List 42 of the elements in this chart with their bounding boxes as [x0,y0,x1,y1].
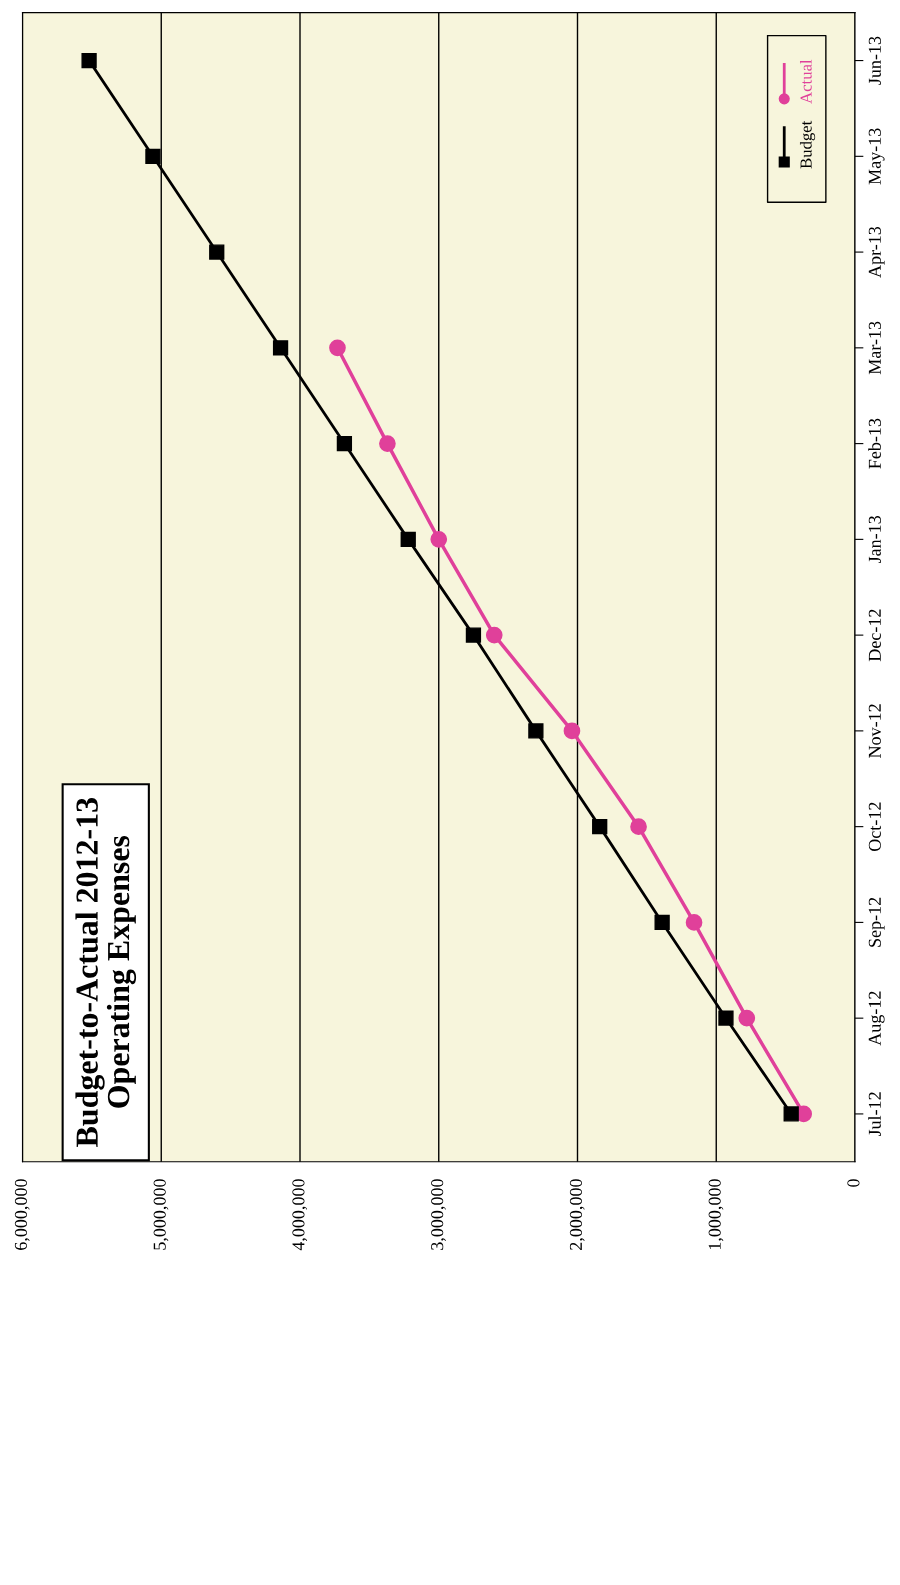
point [528,723,544,739]
y-tick-label: Jun-13 [868,36,881,85]
point [654,914,670,931]
y-tick-label: Apr-13 [868,226,885,278]
x-tick-label: 4,000,000 [292,1179,308,1251]
point [630,818,647,835]
y-tick-label: Aug-12 [868,991,885,1046]
point [272,340,289,356]
point [738,1009,756,1027]
y-tick-label: Nov-12 [868,704,881,758]
y-tick-label: Jul-12 [868,1092,881,1137]
legend-label: Actual [799,59,812,104]
point [336,435,353,452]
point [685,914,703,931]
x-tick-label: 2,000,000 [569,1179,585,1250]
point [718,1010,734,1026]
point [465,627,482,643]
point [485,626,503,644]
text: Budget-to-Actual 2012-13 Operating Expenses [75,798,137,1147]
point [563,722,581,740]
x-tick-label: 0 [847,1179,860,1187]
y-tick-label: Dec-12 [868,609,881,662]
point [329,339,346,357]
y-tick-label: Sep-12 [868,897,885,947]
point [400,531,416,548]
point [209,244,225,260]
x-tick-label: 3,000,000 [431,1179,446,1250]
point [379,435,396,452]
x-tick-label: 1,000,000 [708,1179,724,1250]
y-tick-label: Feb-13 [868,418,881,469]
x-tick-label: 6,000,000 [14,1179,30,1250]
point [430,531,448,548]
point [592,819,608,835]
point [81,52,97,69]
y-tick-label: Jan-13 [868,516,881,564]
x-tick-label: 5,000,000 [153,1179,169,1250]
legend-label: Budget [799,120,816,169]
y-tick-label: May-13 [868,128,885,185]
point [145,148,161,164]
y-tick-label: Mar-13 [868,321,881,375]
y-tick-label: Oct-12 [868,802,881,851]
point [783,1106,799,1122]
